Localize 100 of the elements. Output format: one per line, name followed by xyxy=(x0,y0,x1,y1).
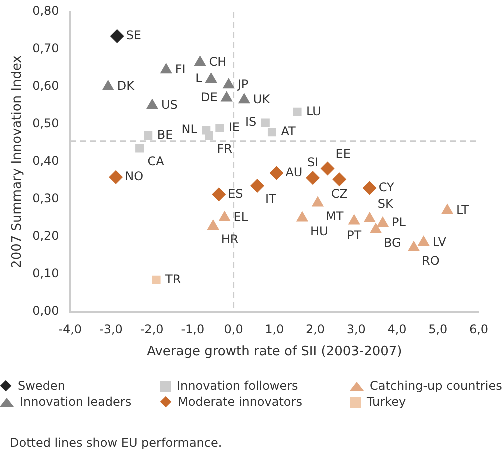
point xyxy=(270,166,284,180)
annotation: CZ xyxy=(331,186,348,201)
point xyxy=(370,222,382,234)
y-tick-label: 0,60 xyxy=(32,79,60,94)
point xyxy=(222,78,235,89)
point xyxy=(144,132,153,140)
y-tick-label: 0,30 xyxy=(32,192,60,206)
point xyxy=(152,276,161,284)
legend-label: Moderate innovators xyxy=(178,394,302,410)
annotation: BG xyxy=(384,236,402,250)
point xyxy=(261,118,270,128)
point xyxy=(296,211,309,222)
annotation: BE xyxy=(157,128,174,142)
point xyxy=(238,93,250,104)
annotation: MT xyxy=(326,209,344,224)
point xyxy=(293,108,302,116)
x-tick-label: 2,0 xyxy=(306,322,326,336)
annotation: RO xyxy=(422,254,440,268)
x-tick-label: 1,0 xyxy=(265,322,284,336)
point xyxy=(418,236,430,246)
point xyxy=(320,162,335,176)
y-axis-title: 2007 Summary Innovation Index xyxy=(10,55,26,268)
point xyxy=(408,240,420,252)
point xyxy=(348,214,360,225)
point xyxy=(441,204,454,214)
annotation: TR xyxy=(164,272,182,286)
annotation: SI xyxy=(307,155,319,170)
point xyxy=(216,124,224,132)
point xyxy=(362,181,377,196)
annotation: UK xyxy=(253,92,272,106)
legend-label: Innovation leaders xyxy=(20,394,132,410)
annotation: L xyxy=(196,72,203,86)
point xyxy=(212,188,226,202)
legend-label: Innovation followers xyxy=(177,378,298,394)
y-tick-label: 0,10 xyxy=(32,266,60,281)
annotation: US xyxy=(161,98,178,112)
annotation: IS xyxy=(246,115,257,130)
point xyxy=(250,179,264,193)
point xyxy=(364,212,376,222)
annotation: FI xyxy=(175,62,186,76)
legend-label: Sweden xyxy=(18,378,66,394)
annotation: NL xyxy=(182,122,198,137)
point xyxy=(109,170,124,184)
point xyxy=(205,72,218,83)
annotation: EE xyxy=(336,146,351,161)
y-tick-label: 0,00 xyxy=(32,304,60,318)
annotation: IT xyxy=(265,192,278,206)
x-tick-label: -2,0 xyxy=(140,322,164,336)
annotation: DE xyxy=(201,90,218,104)
y-tick-label: 0,40 xyxy=(32,154,60,168)
annotation: ES xyxy=(228,186,244,201)
point xyxy=(136,144,144,153)
point xyxy=(110,29,124,44)
x-tick-label: -1,0 xyxy=(181,322,205,336)
annotation: HU xyxy=(310,224,328,238)
x-tick-label: 6,0 xyxy=(469,322,489,336)
point xyxy=(207,220,220,230)
annotation: EL xyxy=(234,210,248,224)
annotation: LV xyxy=(432,234,448,249)
point xyxy=(312,196,324,207)
annotation: PT xyxy=(347,228,362,242)
legend-label: Catching-up countries xyxy=(370,378,502,394)
annotation: SK xyxy=(378,197,394,212)
point xyxy=(205,132,214,140)
point xyxy=(160,63,172,74)
y-tick-label: 0,20 xyxy=(32,229,60,244)
point xyxy=(376,216,390,227)
annotation: CA xyxy=(148,154,166,169)
point xyxy=(218,210,231,222)
point xyxy=(332,172,347,187)
point xyxy=(306,171,320,186)
annotation: IE xyxy=(228,120,240,134)
legend-label: Turkey xyxy=(367,394,406,410)
x-tick-label: -4,0 xyxy=(58,322,82,336)
annotation: HR xyxy=(221,232,239,247)
annotation: LU xyxy=(306,104,322,118)
x-tick-label: -3,0 xyxy=(99,322,123,336)
x-tick-label: 0,0 xyxy=(224,322,244,336)
point xyxy=(268,128,276,137)
x-tick-label: 5,0 xyxy=(428,322,448,336)
x-axis-title: Average growth rate of SII (2003-2007) xyxy=(147,344,402,360)
annotation: AU xyxy=(286,165,303,180)
x-tick-label: 4,0 xyxy=(388,322,407,336)
point xyxy=(102,80,114,90)
x-tick-label: 3,0 xyxy=(346,322,366,336)
annotation: JP xyxy=(236,77,249,92)
annotation: CH xyxy=(209,54,227,69)
y-tick-label: 0,50 xyxy=(32,116,60,131)
y-tick-label: 0,70 xyxy=(32,42,60,56)
annotation: NO xyxy=(125,170,144,184)
point xyxy=(146,98,159,110)
annotation: AT xyxy=(281,124,296,138)
annotation: CY xyxy=(378,180,396,194)
y-tick-label: 0,80 xyxy=(32,4,60,18)
point xyxy=(220,91,233,102)
point xyxy=(194,56,206,66)
annotation: SE xyxy=(126,28,142,42)
annotation: LT xyxy=(456,202,470,217)
annotation: FR xyxy=(217,142,233,156)
text: Dotted lines show EU performance. xyxy=(10,436,222,450)
